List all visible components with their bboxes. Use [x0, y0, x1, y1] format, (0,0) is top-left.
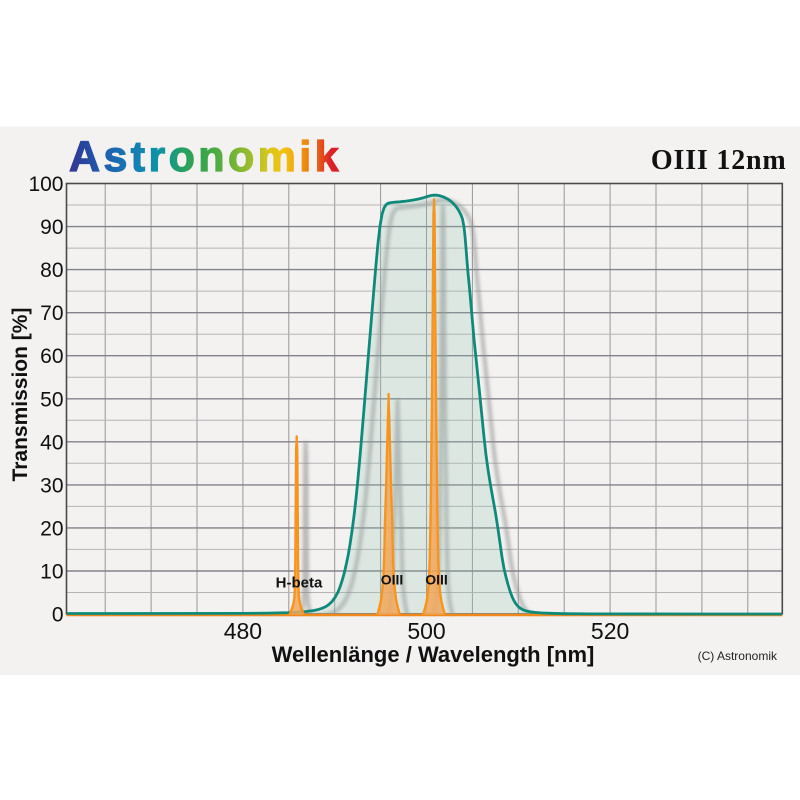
svg-text:OIII 12nm: OIII 12nm [651, 145, 787, 176]
svg-text:H-beta: H-beta [276, 575, 323, 592]
svg-text:30: 30 [40, 474, 63, 497]
svg-text:90: 90 [40, 216, 63, 239]
svg-text:0: 0 [52, 604, 64, 627]
svg-text:10: 10 [40, 561, 63, 584]
svg-text:480: 480 [224, 618, 262, 644]
svg-text:40: 40 [40, 431, 63, 454]
svg-text:(C) Astronomik: (C) Astronomik [698, 649, 778, 663]
svg-text:OIII: OIII [425, 572, 448, 588]
svg-text:20: 20 [40, 517, 63, 540]
svg-text:80: 80 [40, 259, 63, 282]
svg-text:Astronomik: Astronomik [69, 133, 342, 181]
svg-text:Wellenlänge / Wavelength [nm]: Wellenlänge / Wavelength [nm] [272, 642, 595, 667]
svg-text:60: 60 [40, 345, 63, 368]
svg-text:50: 50 [40, 388, 63, 411]
svg-text:100: 100 [28, 173, 63, 196]
svg-text:70: 70 [40, 302, 63, 325]
svg-text:520: 520 [591, 618, 629, 644]
svg-text:Transmission [%]: Transmission [%] [9, 308, 32, 482]
svg-text:500: 500 [407, 618, 445, 644]
svg-text:OIII: OIII [381, 572, 404, 588]
